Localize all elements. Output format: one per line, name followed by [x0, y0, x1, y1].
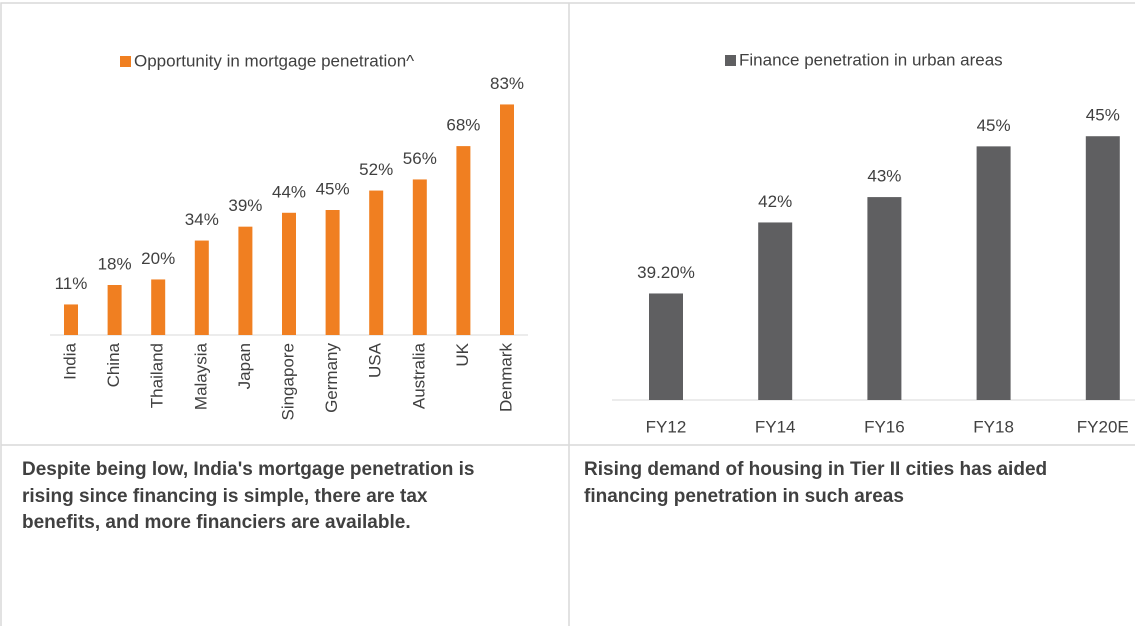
- bar: [64, 304, 78, 335]
- x-tick-label: Japan: [235, 343, 254, 389]
- data-label: 52%: [359, 160, 393, 179]
- x-tick-label: Singapore: [278, 343, 297, 421]
- data-label: 11%: [55, 274, 88, 293]
- data-label: 34%: [185, 210, 219, 229]
- x-tick-label: FY20E: [1077, 417, 1129, 436]
- bar: [500, 104, 514, 335]
- x-tick-label: UK: [453, 342, 472, 366]
- legend-label: Opportunity in mortgage penetration^: [134, 51, 414, 70]
- legend-label: Finance penetration in urban areas: [739, 50, 1003, 69]
- legend-swatch: [120, 56, 131, 67]
- x-tick-label: Thailand: [148, 343, 167, 408]
- x-tick-label: FY12: [646, 417, 687, 436]
- x-tick-label: China: [104, 342, 123, 387]
- x-tick-label: USA: [366, 342, 385, 378]
- x-tick-label: FY14: [755, 417, 796, 436]
- bar: [325, 210, 340, 335]
- data-label: 18%: [98, 254, 132, 273]
- bar: [151, 279, 166, 335]
- bar: [758, 222, 793, 400]
- bar: [1085, 136, 1120, 400]
- bar: [107, 285, 122, 335]
- x-tick-label: Germany: [322, 343, 341, 413]
- data-label: 68%: [446, 116, 480, 135]
- caption: Despite being low, India's mortgage pene…: [22, 459, 475, 533]
- x-tick-label: FY16: [864, 417, 905, 436]
- x-tick-label: Australia: [409, 342, 428, 409]
- data-label: 83%: [490, 74, 524, 93]
- bar: [238, 226, 253, 335]
- caption: Rising demand of housing in Tier II citi…: [584, 459, 1048, 507]
- data-label: 39%: [228, 196, 262, 215]
- bar: [282, 212, 296, 335]
- x-tick-label: Malaysia: [191, 342, 210, 410]
- bar: [649, 293, 683, 400]
- bar: [369, 190, 384, 335]
- data-label: 43%: [867, 167, 901, 186]
- bar: [456, 146, 471, 335]
- bar: [412, 179, 427, 335]
- data-label: 20%: [141, 249, 175, 268]
- bar: [867, 197, 902, 400]
- x-tick-label: India: [60, 342, 79, 379]
- data-label: 44%: [272, 182, 306, 201]
- data-label: 39.20%: [637, 263, 695, 282]
- data-label: 45%: [1086, 106, 1120, 125]
- legend-swatch: [725, 55, 736, 66]
- x-tick-label: FY18: [973, 417, 1014, 436]
- x-tick-label: Denmark: [496, 343, 515, 412]
- data-label: 56%: [403, 149, 437, 168]
- data-label: 42%: [758, 192, 792, 211]
- bar: [976, 146, 1011, 400]
- data-label: 45%: [316, 179, 350, 198]
- data-label: 45%: [977, 116, 1011, 135]
- bar: [194, 240, 209, 335]
